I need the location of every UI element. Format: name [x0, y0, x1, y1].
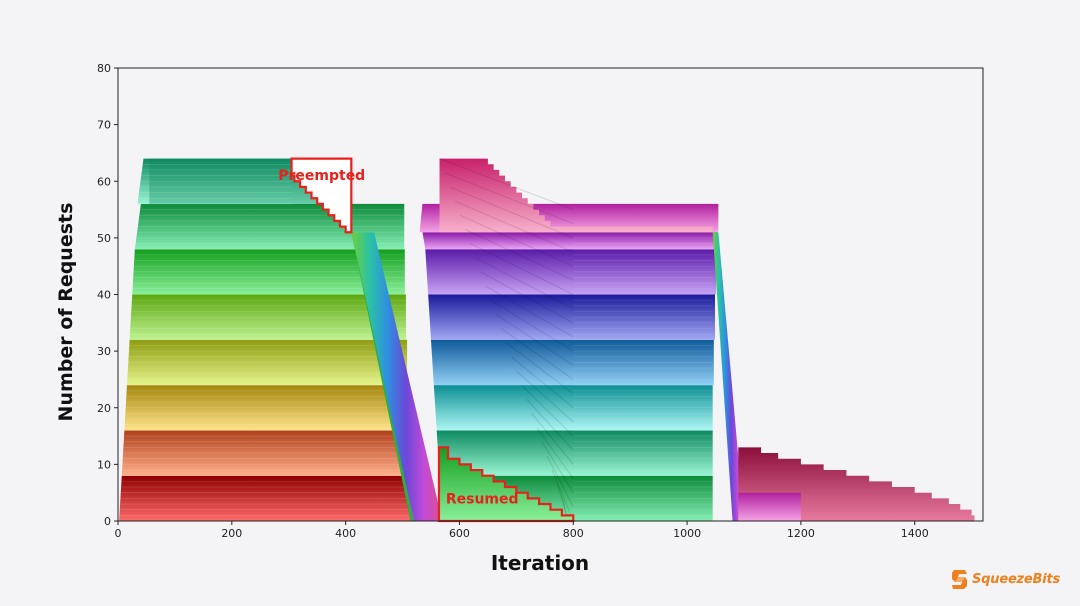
- band2-6: [425, 249, 717, 295]
- stair-line: [500, 328, 574, 380]
- band-4: [126, 339, 408, 386]
- transition-strip: [351, 232, 443, 521]
- x-tick-label: 1400: [901, 527, 929, 540]
- preempted-label: Preempted: [278, 168, 365, 184]
- band2-2: [436, 430, 713, 476]
- y-tick-label: 30: [97, 345, 111, 358]
- squeezebits-logo-icon: [952, 570, 967, 589]
- resumed-band: [438, 447, 574, 521]
- stair-line: [556, 484, 570, 521]
- y-axis-title: Number of Requests: [55, 203, 77, 422]
- x-tick-label: 800: [563, 527, 584, 540]
- band-6: [132, 249, 405, 295]
- band-1: [119, 475, 411, 521]
- x-tick-label: 1000: [673, 527, 701, 540]
- stair-line: [439, 158, 574, 211]
- stair-line: [459, 214, 574, 267]
- y-tick-label: 0: [104, 515, 111, 528]
- stair-line: [526, 398, 574, 451]
- band2-5: [428, 294, 715, 340]
- y-tick-label: 70: [97, 119, 111, 132]
- resumed-label: Resumed: [446, 491, 519, 507]
- y-axis: 0 10 20 30 40 50 60 70 80: [97, 62, 118, 528]
- stair-line: [480, 271, 574, 324]
- y-tick-label: 80: [97, 62, 111, 75]
- drain-edge-2: [712, 232, 744, 521]
- brand-name: SqueezeBits: [972, 571, 1061, 587]
- stair-line: [536, 427, 574, 479]
- band2-7: [422, 232, 718, 250]
- tail-band-low: [738, 492, 801, 521]
- x-tick-label: 400: [335, 527, 356, 540]
- stair-line: [546, 455, 574, 508]
- stair-line: [516, 370, 574, 423]
- band2-top: [439, 158, 713, 233]
- y-tick-label: 20: [97, 402, 111, 415]
- band-2: [121, 430, 410, 476]
- y-tick-label: 60: [97, 175, 111, 188]
- stair-line: [464, 228, 574, 281]
- band-5: [129, 294, 406, 340]
- stair-line: [561, 498, 568, 521]
- stair-line: [510, 356, 574, 409]
- x-tick-label: 0: [115, 527, 122, 540]
- y-tick-label: 40: [97, 289, 111, 302]
- x-axis-title: Iteration: [491, 551, 589, 575]
- brand-logo: SqueezeBits: [951, 568, 1060, 590]
- y-tick-label: 10: [97, 458, 111, 471]
- annotations: Preempted Resumed: [278, 157, 575, 523]
- stair-line: [475, 257, 574, 310]
- stair-line: [505, 342, 574, 394]
- preempted-outline: [290, 157, 353, 234]
- x-axis: 0 200 400 600 800 1000 1200 1400: [115, 521, 929, 540]
- stair-line: [449, 186, 574, 239]
- x-tick-label: 1200: [787, 527, 815, 540]
- y-tick-label: 50: [97, 232, 111, 245]
- stair-line: [551, 469, 574, 521]
- stair-line: [470, 243, 574, 295]
- stair-line: [444, 172, 574, 225]
- stair-line: [495, 313, 574, 366]
- resumed-outline: [437, 446, 575, 523]
- x-tick-label: 600: [449, 527, 470, 540]
- band-3: [124, 385, 409, 431]
- x-tick-label: 200: [221, 527, 242, 540]
- stair-line: [521, 384, 574, 437]
- band2-3: [433, 385, 713, 431]
- stair-line: [541, 441, 574, 493]
- stair-line: [454, 200, 574, 253]
- band2-4: [430, 339, 714, 386]
- stair-line: [490, 299, 574, 352]
- stair-line: [485, 285, 574, 338]
- stair-line: [531, 413, 574, 465]
